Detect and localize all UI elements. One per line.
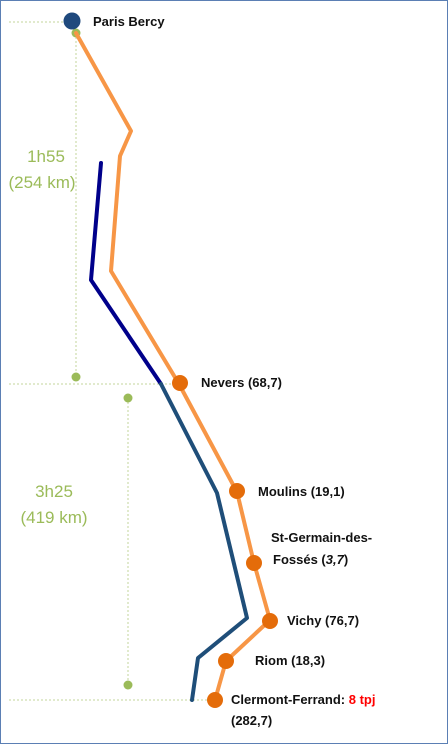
- st-germain-suffix: ): [344, 552, 348, 567]
- segment-2-time: 3h25: [35, 482, 73, 501]
- station-label-clermont: Clermont-Ferrand: 8 tpj: [231, 692, 375, 707]
- station-dot-nevers: [172, 375, 188, 391]
- segment-2-distance: (419 km): [20, 508, 87, 527]
- orange-route: [74, 31, 272, 702]
- station-dot-clermont: [207, 692, 223, 708]
- station-label-nevers: Nevers (68,7): [201, 375, 282, 390]
- bracket-dot: [123, 393, 133, 403]
- station-label-riom: Riom (18,3): [255, 653, 325, 668]
- station-label-moulins: Moulins (19,1): [258, 484, 345, 499]
- station-label-st-germain-line2: Fossés (3,7): [273, 552, 348, 567]
- station-dot-moulins: [229, 483, 245, 499]
- station-dot-riom: [218, 653, 234, 669]
- station-label-clermont-line2: (282,7): [231, 713, 272, 728]
- st-germain-prefix: Fossés (: [273, 552, 326, 567]
- st-germain-distance: 3,7: [326, 552, 345, 567]
- segment-1-time: 1h55: [27, 147, 65, 166]
- blue-route-upper: [89, 161, 163, 386]
- blue-route-lower: [159, 382, 249, 702]
- clermont-frequency: 8 tpj: [349, 692, 376, 707]
- bracket-dot: [123, 680, 133, 690]
- station-label-st-germain-line1: St-Germain-des-: [271, 530, 372, 545]
- origin-dot-paris: [63, 12, 81, 30]
- station-dot-vichy: [262, 613, 278, 629]
- clermont-name: Clermont-Ferrand:: [231, 692, 349, 707]
- origin-label-paris: Paris Bercy: [93, 14, 165, 29]
- station-label-vichy: Vichy (76,7): [287, 613, 359, 628]
- segment-1-distance: (254 km): [8, 173, 75, 192]
- bracket-dot: [71, 372, 81, 382]
- station-dot-st-germain: [246, 555, 262, 571]
